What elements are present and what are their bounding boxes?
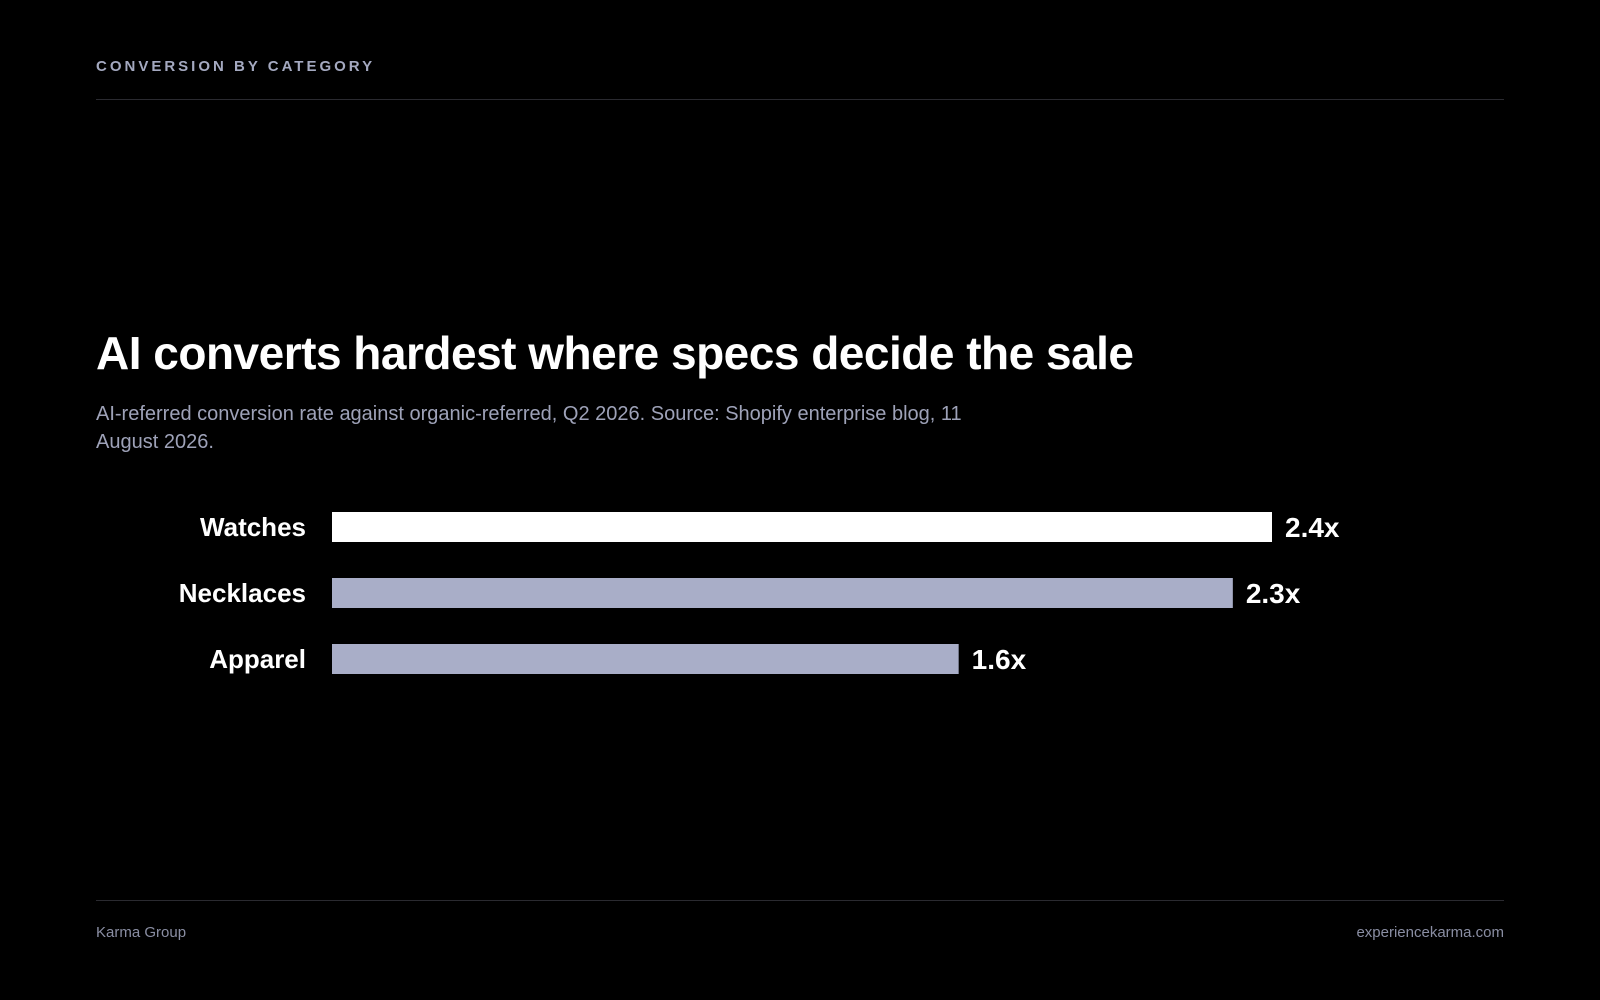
top-divider — [96, 99, 1504, 100]
bar-chart: Watches 2.4x Necklaces 2.3x Apparel 1.6x — [179, 512, 1340, 675]
category-label-watches: Watches — [200, 512, 306, 542]
bar-necklaces — [332, 578, 1233, 608]
category-label-necklaces: Necklaces — [179, 578, 306, 608]
value-label-necklaces: 2.3x — [1246, 578, 1301, 609]
value-label-watches: 2.4x — [1285, 512, 1340, 543]
eyebrow-label: CONVERSION BY CATEGORY — [96, 58, 376, 75]
bar-watches — [332, 512, 1272, 542]
bar-apparel — [332, 644, 959, 674]
footer-url: experiencekarma.com — [1356, 924, 1504, 941]
footer-brand: Karma Group — [96, 924, 187, 941]
bottom-divider — [96, 900, 1504, 901]
chart-subtitle: AI-referred conversion rate against orga… — [96, 403, 962, 453]
value-label-apparel: 1.6x — [972, 644, 1027, 675]
chart-title: AI converts hardest where specs decide t… — [96, 327, 1134, 379]
category-label-apparel: Apparel — [209, 644, 306, 674]
